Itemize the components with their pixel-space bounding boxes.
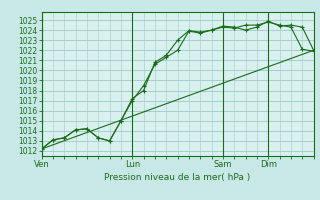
X-axis label: Pression niveau de la mer( hPa ): Pression niveau de la mer( hPa ) [104,173,251,182]
